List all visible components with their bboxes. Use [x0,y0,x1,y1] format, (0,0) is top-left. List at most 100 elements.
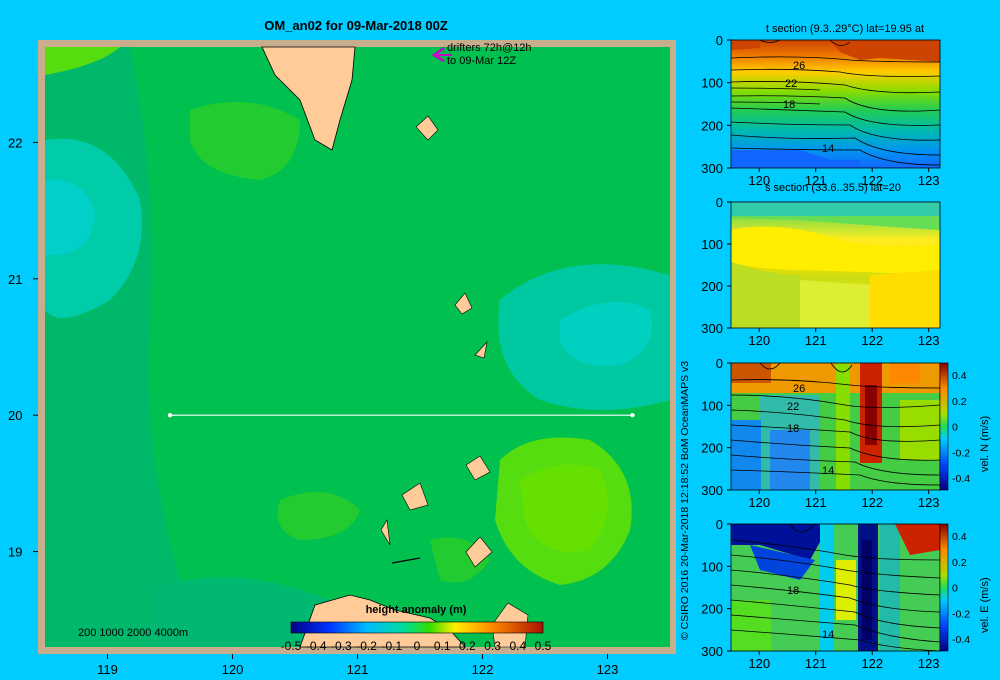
panel-y-tick-label: 300 [701,644,723,659]
panel-x-tick-label: 123 [918,173,940,188]
y-tick-label: 20 [8,408,22,423]
panel-y-tick-label: 200 [701,602,723,617]
panel-colorbar-tick-label: 0 [952,422,958,434]
panel-temperature-section: t section (9.3..29°C) lat=19.95 at 26 22… [730,23,941,169]
panel-axes: 0 100 200 300 120 121 122 123 0 100 200 300 120 121 12… [701,33,970,671]
panel-title: t section (9.3..29°C) lat=19.95 at [766,23,924,35]
panel-x-tick-label: 121 [805,173,827,188]
panel-y-tick-label: 0 [716,33,723,48]
drifter-note-line1: drifters 72h@12h [447,42,532,54]
panel-x-tick-label: 123 [918,495,940,510]
panel-y-tick-label: 0 [716,356,723,371]
land-islet [401,482,429,511]
colorbar-tick-label: 0.4 [509,639,526,653]
contour-label: 22 [787,401,799,413]
contour-label: 14 [822,143,834,155]
panel-y-tick-label: 0 [716,517,723,532]
panel-x-tick-label: 120 [748,656,770,671]
colorbar-title: height anomaly (m) [366,604,467,616]
colorbar-tick-label: 0.3 [484,639,501,653]
panel-x-tick-label: 122 [861,656,883,671]
panel-x-tick-label: 123 [918,333,940,348]
map-x-axis: 119 120 121 122 123 [97,654,618,677]
land-taiwan [261,46,356,151]
panel-colorbar-tick-label: -0.2 [952,608,970,620]
x-tick-label: 120 [222,662,244,677]
contour-label: 18 [787,423,799,435]
contour-label: 18 [783,99,795,111]
panel-vele-section: 18 14 vel. E (m/s) [730,523,991,652]
map-frame: drifters 72h@12h to 09-Mar 12Z 200 1000 … [38,40,676,654]
land-islet [415,115,439,141]
panel-title: s section (33.6..35.5) lat=20 [765,182,901,194]
veln-colorbar-label: vel. N (m/s) [979,416,991,472]
colorbar-tick-label: 0.1 [434,639,451,653]
panel-x-tick-label: 120 [748,173,770,188]
panel-y-tick-label: 200 [701,279,723,294]
panel-y-tick-label: 300 [701,161,723,176]
contour-label: 18 [787,585,799,597]
panel-salinity-section: s section (33.6..35.5) lat=20 [730,182,941,329]
map-colorbar: height anomaly (m) -0.5 -0.4 -0.3 -0.2 -0.1 0… [281,604,552,653]
panel-x-tick-label: 120 [748,333,770,348]
panel-y-tick-label: 200 [701,118,723,133]
credit-line: © CSIRO 2016 20-Mar-2018 12:18:52 BoM Oc… [679,361,691,640]
land-luzon [299,594,466,648]
x-tick-label: 121 [347,662,369,677]
veln-colorbar [939,362,949,491]
panel-x-tick-label: 121 [805,656,827,671]
panel-y-tick-label: 100 [701,559,723,574]
colorbar-tick-label: -0.2 [356,639,377,653]
land-islet [380,519,391,546]
panel-x-tick-label: 121 [805,333,827,348]
map-y-axis: 22 21 20 19 [8,135,38,560]
y-tick-label: 21 [8,272,22,287]
panel-colorbar-tick-label: -0.4 [952,473,970,485]
panel-colorbar-tick-label: -0.4 [952,634,970,646]
y-tick-label: 22 [8,135,22,150]
contour-label: 22 [785,78,797,90]
colorbar-tick-label: 0 [414,639,421,653]
colorbar-tick-label: -0.5 [281,639,302,653]
panel-x-tick-label: 120 [748,495,770,510]
land-islet [391,557,421,564]
panel-y-tick-label: 300 [701,483,723,498]
panel-colorbar-tick-label: 0 [952,583,958,595]
colorbar-tick-label: -0.1 [381,639,402,653]
panel-y-tick-label: 200 [701,441,723,456]
height-anomaly-field [45,47,670,647]
panel-colorbar-tick-label: 0.2 [952,557,967,569]
panel-x-tick-label: 122 [861,495,883,510]
panel-y-tick-label: 300 [701,321,723,336]
colorbar-tick-label: -0.3 [331,639,352,653]
colorbar-tick-label: -0.4 [306,639,327,653]
x-tick-label: 123 [597,662,619,677]
panel-x-tick-label: 122 [861,333,883,348]
vele-colorbar [939,523,949,652]
map-title: OM_an02 for 09-Mar-2018 00Z [264,18,448,33]
vele-colorbar-label: vel. E (m/s) [979,577,991,633]
panel-colorbar-tick-label: 0.2 [952,396,967,408]
land-islet [474,341,488,359]
panel-x-tick-label: 123 [918,656,940,671]
panel-y-tick-label: 100 [701,237,723,252]
contour-label: 26 [793,383,805,395]
land-islet [465,536,493,568]
panel-y-tick-label: 100 [701,398,723,413]
colorbar-tick-label: 0.2 [459,639,476,653]
panel-y-tick-label: 0 [716,195,723,210]
panel-colorbar-tick-label: 0.4 [952,370,967,382]
panel-colorbar-tick-label: 0.4 [952,531,967,543]
panel-colorbar-tick-label: -0.2 [952,447,970,459]
depth-legend: 200 1000 2000 4000m [78,627,188,639]
panel-x-tick-label: 122 [861,173,883,188]
x-tick-label: 122 [472,662,494,677]
panel-x-tick-label: 121 [805,495,827,510]
contour-label: 14 [822,465,834,477]
colorbar-tick-label: 0.5 [535,639,552,653]
drifter-note-line2: to 09-Mar 12Z [447,55,516,67]
panel-veln-section: 26 22 18 14 vel. N (m/s) [730,362,991,491]
contour-label: 26 [793,60,805,72]
land-islet [465,455,491,481]
